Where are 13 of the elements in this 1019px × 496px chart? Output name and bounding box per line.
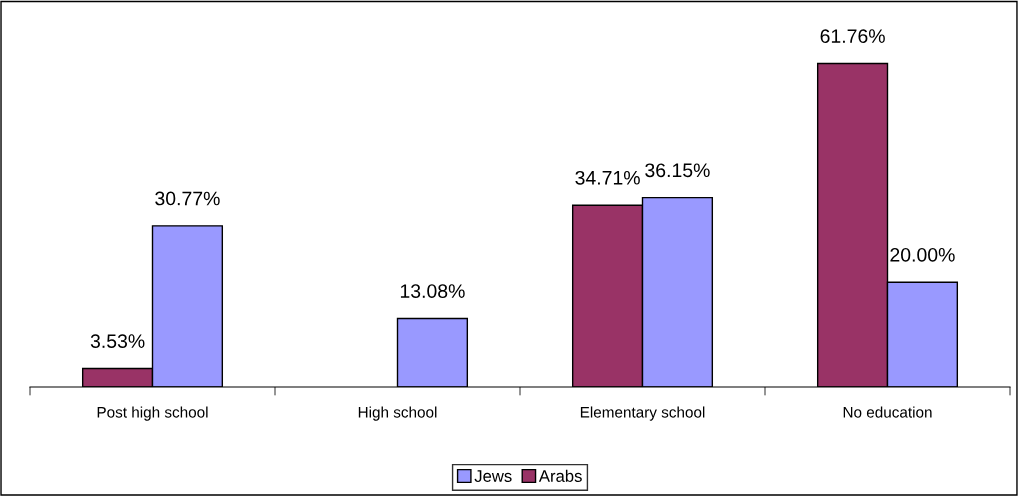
data-label: 20.00% — [890, 247, 955, 262]
data-label: 13.08% — [400, 284, 465, 298]
data-label: 3.53% — [90, 334, 145, 348]
data-label: 61.76% — [820, 29, 885, 44]
legend-label: Arabs — [538, 469, 582, 482]
legend-label: Jews — [474, 470, 512, 482]
data-label: 34.71% — [575, 170, 640, 185]
x-tick-label: No education — [843, 406, 932, 418]
x-tick-label: Elementary school — [580, 406, 705, 421]
x-tick-label: High school — [358, 406, 437, 421]
data-label: 30.77% — [155, 191, 220, 206]
data-label: 36.15% — [645, 163, 710, 178]
x-tick-label: Post high school — [97, 406, 208, 421]
